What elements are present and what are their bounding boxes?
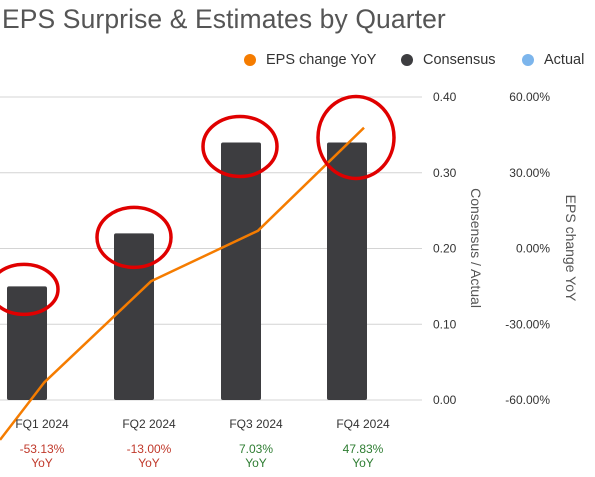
chart-legend: EPS change YoY Consensus Actual (0, 52, 595, 74)
y-tick-label-right: -60.00% (505, 393, 550, 407)
footer-change-value: 7.03% (238, 442, 274, 456)
legend-label: Actual (544, 52, 585, 68)
annotation-circle (0, 262, 60, 317)
y-tick-label-left: 0.10 (433, 317, 457, 331)
y-tick-label-right: -30.00% (505, 317, 550, 331)
y-tick-label-right: 60.00% (509, 90, 550, 104)
footer-quarter-label: FQ1 2024 (15, 417, 69, 431)
legend-dot-icon (401, 54, 413, 66)
legend-dot-icon (522, 54, 534, 66)
y-axis-title-left: Consensus / Actual (468, 188, 484, 308)
footer-yoy-label: YoY (31, 456, 53, 470)
y-tick-label-left: 0.30 (433, 166, 457, 180)
eps-change-line (0, 126, 365, 441)
legend-item-actual[interactable]: Actual (522, 52, 584, 68)
footer-yoy-label: YoY (138, 456, 160, 470)
footer-column-q3: FQ3 2024 7.03% YoY (211, 417, 301, 470)
footer-quarter-label: FQ4 2024 (336, 417, 390, 431)
y-tick-label-left: 0.20 (433, 242, 457, 256)
chart-title: EPS Surprise & Estimates by Quarter (2, 4, 446, 34)
consensus-bar (7, 286, 47, 400)
footer-yoy-label: YoY (352, 456, 374, 470)
legend-item-consensus[interactable]: Consensus (401, 52, 496, 68)
legend-item-eps-change[interactable]: EPS change YoY (244, 52, 376, 68)
footer-column-q2: FQ2 2024 -13.00% YoY (104, 417, 194, 470)
consensus-bar (221, 142, 261, 400)
footer-quarter-label: FQ2 2024 (122, 417, 176, 431)
consensus-bar (327, 142, 367, 400)
y-tick-label-right: 30.00% (509, 166, 550, 180)
footer-yoy-label: YoY (245, 456, 267, 470)
footer-column-q1: FQ1 2024 -53.13% YoY (0, 417, 87, 470)
footer-change-value: 47.83% (342, 442, 384, 456)
y-tick-label-left: 0.00 (433, 393, 457, 407)
annotation-circle (316, 94, 396, 181)
y-axis-title-right: EPS change YoY (563, 195, 579, 302)
y-tick-label-right: 0.00% (516, 242, 550, 256)
annotation-circle (95, 205, 173, 270)
annotation-circle (201, 114, 279, 179)
footer-column-q4: FQ4 2024 47.83% YoY (318, 417, 408, 470)
footer-change-value: -13.00% (126, 442, 172, 456)
footer-change-value: -53.13% (19, 442, 65, 456)
legend-label: EPS change YoY (266, 52, 377, 68)
legend-label: Consensus (423, 52, 496, 68)
legend-dot-icon (244, 54, 256, 66)
y-tick-label-left: 0.40 (433, 90, 457, 104)
consensus-bar (114, 233, 154, 400)
footer-quarter-label: FQ3 2024 (229, 417, 283, 431)
